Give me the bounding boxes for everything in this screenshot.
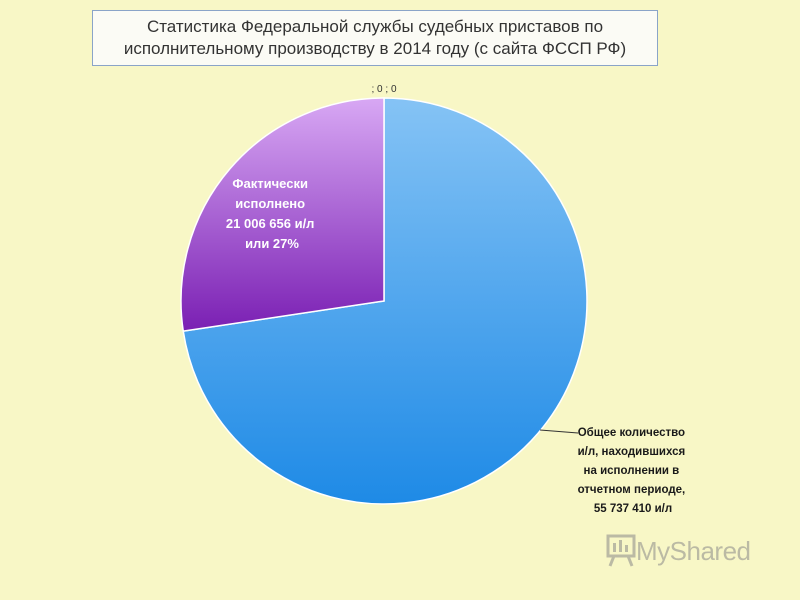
slice-label-total-line: Общее количество [578,427,685,439]
slice-label-total: Общее количество и/л, находившихся на ис… [578,427,689,515]
pie-slice-total [182,97,588,505]
pie-slice-executed [180,97,385,333]
chart-title-line-2: исполнительному производству в 2014 году… [123,39,627,58]
slice-label-executed-line: исполнено [235,196,305,211]
presentation-board-icon [606,534,636,567]
zero-slice-label: ; 0 ; 0 [371,84,396,95]
slice-label-executed: Фактически исполнено 21 006 656 и/л или … [226,176,318,251]
watermark-text: MyShared [636,535,751,566]
slice-label-total-line: на исполнении в [584,465,680,477]
slice-label-total-line: 55 737 410 и/л [594,503,672,515]
slice-label-total-line: и/л, находившихся [578,446,686,458]
chart-title-line-1: Статистика Федеральной службы судебных п… [146,17,604,36]
slice-label-executed-line: или 27% [245,236,299,251]
slice-label-executed-line: Фактически [232,176,308,191]
chart-title: Статистика Федеральной службы судебных п… [92,10,658,66]
slice-label-executed-line: 21 006 656 и/л [226,216,315,231]
leader-line-total [539,429,579,434]
slice-label-total-line: отчетном периоде, [578,484,686,496]
watermark: MyShared [606,534,751,568]
